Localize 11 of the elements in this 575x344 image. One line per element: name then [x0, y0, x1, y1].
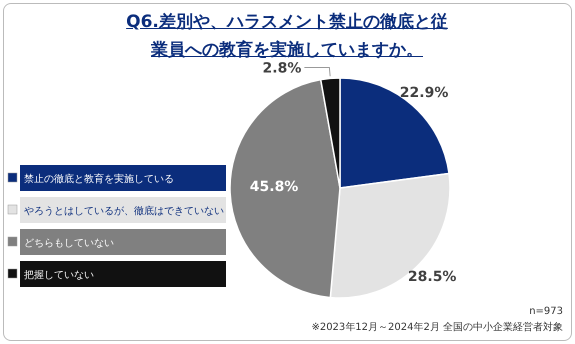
text: ※2023年12月～2024年2月 全国の中小企業経営者対象	[311, 320, 563, 334]
data-label: 2.8%	[262, 60, 302, 76]
legend-label: 禁止の徹底と教育を実施している	[24, 173, 174, 185]
legend-label: 把握していない	[24, 269, 94, 281]
chart-title: Q6.差別や、ハラスメント禁止の徹底と従業員への教育を実施していますか。	[126, 12, 448, 60]
data-label: 45.8%	[250, 178, 298, 195]
text: n=973	[529, 306, 563, 317]
data-label: 22.9%	[400, 85, 448, 102]
legend-label: どちらもしていない	[24, 238, 114, 249]
data-label: 28.5%	[408, 269, 456, 286]
legend-label: やろうとはしているが、徹底はできていない	[24, 205, 224, 217]
